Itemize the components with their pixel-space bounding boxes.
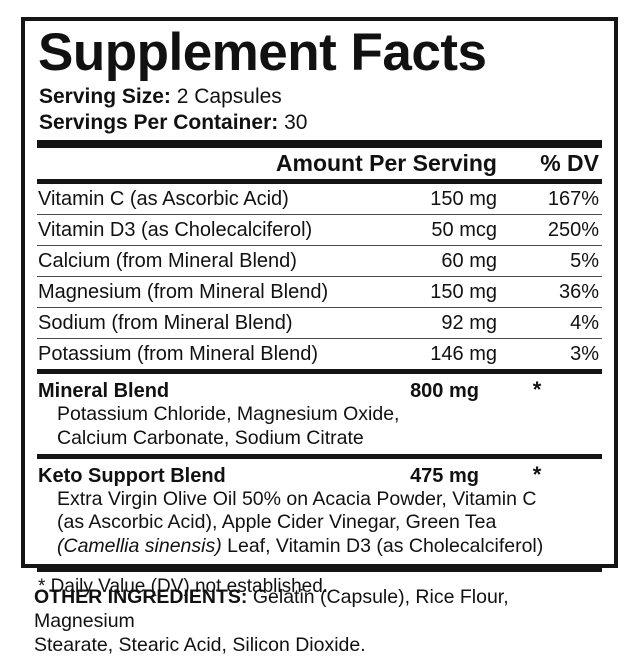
blend-amount: 475 mg [410,464,479,487]
blend-dv-asterisk: * [532,377,542,403]
table-header-row: Amount Per Serving % DV [36,148,603,179]
serving-info: Serving Size: 2 Capsules Servings Per Co… [39,84,603,135]
blend-header-row: Keto Support Blend 475 mg * [36,459,603,488]
blend-ingredient-line: Calcium Carbonate, Sodium Citrate [57,426,364,449]
blend-ingredient-line: Extra Virgin Olive Oil 50% on Acacia Pow… [57,487,537,510]
nutrient-amount: 150 mg [430,188,497,211]
table-row: Sodium (from Mineral Blend) 92 mg 4% [36,308,603,338]
blend-ingredient-list: Extra Virgin Olive Oil 50% on Acacia Pow… [36,488,603,562]
nutrient-name: Magnesium (from Mineral Blend) [38,282,329,303]
supplement-facts-label: Supplement Facts Serving Size: 2 Capsule… [21,17,618,656]
nutrient-name: Vitamin D3 (as Cholecalciferol) [38,220,313,241]
servings-per-container-line: Servings Per Container: 30 [39,110,603,136]
botanical-line-rest: Leaf, Vitamin D3 (as Cholecalciferol) [221,534,544,557]
column-header-percent-dv: % DV [540,150,599,177]
servings-per-container-value: 30 [284,110,308,134]
other-ingredients-label: OTHER INGREDIENTS: [34,586,248,608]
nutrient-rows: Vitamin C (as Ascorbic Acid) 150 mg 167%… [36,184,603,369]
nutrient-amount: 150 mg [430,281,497,304]
serving-size-line: Serving Size: 2 Capsules [39,84,603,110]
table-row: Potassium (from Mineral Blend) 146 mg 3% [36,339,603,369]
row-divider [37,276,602,278]
nutrient-dv: 250% [547,219,599,242]
nutrient-amount: 92 mg [441,312,497,335]
rule-above-keto-support-blend [37,453,602,459]
table-row: Magnesium (from Mineral Blend) 150 mg 36… [36,277,603,307]
blend-name: Mineral Blend [38,380,170,403]
rule-under-serving-info [37,140,602,149]
other-ingredients-value-line-2: Stearate, Stearic Acid, Silicon Dioxide. [34,633,366,656]
nutrient-dv: 3% [570,343,599,366]
rule-under-table-header [37,179,602,185]
blend-ingredient-line: Potassium Chloride, Magnesium Oxide, [57,403,400,426]
nutrient-dv: 4% [570,312,599,335]
nutrient-dv: 5% [570,250,599,273]
row-divider [37,307,602,309]
serving-size-label: Serving Size: [39,84,171,108]
nutrient-dv: 167% [547,188,599,211]
servings-per-container-label: Servings Per Container: [39,110,279,134]
nutrient-name: Calcium (from Mineral Blend) [38,251,297,272]
page-title: Supplement Facts [38,23,487,82]
column-header-amount-per-serving: Amount Per Serving [275,150,497,177]
serving-size-value: 2 Capsules [176,84,282,108]
nutrient-amount: 146 mg [430,343,497,366]
other-ingredients-value-line-1: Gelatin (Capsule), Rice Flour, Magnesium [34,586,509,632]
table-row: Vitamin C (as Ascorbic Acid) 150 mg 167% [36,184,603,214]
blend-name: Keto Support Blend [38,464,226,487]
botanical-name-italic: (Camellia sinensis) [57,534,222,557]
table-row: Calcium (from Mineral Blend) 60 mg 5% [36,246,603,276]
row-divider [37,245,602,247]
blend-amount: 800 mg [410,380,479,403]
supplement-facts-panel: Supplement Facts Serving Size: 2 Capsule… [21,17,618,597]
nutrient-amount: 50 mcg [431,219,497,242]
daily-value-footnote: * Daily Value (DV) not established. [38,576,329,598]
blend-ingredient-line: (as Ascorbic Acid), Apple Cider Vinegar,… [57,511,497,534]
blend-mineral-blend: Mineral Blend 800 mg * Potassium Chlorid… [36,374,603,454]
rule-above-footnote [37,564,602,573]
blend-header-row: Mineral Blend 800 mg * [36,374,603,403]
table-row: Vitamin D3 (as Cholecalciferol) 50 mcg 2… [36,215,603,245]
blend-ingredient-line-italic: (Camellia sinensis) Leaf, Vitamin D3 (as… [57,535,603,558]
row-divider [37,214,602,216]
blend-ingredient-list: Potassium Chloride, Magnesium Oxide, Cal… [36,403,603,454]
blend-keto-support-blend: Keto Support Blend 475 mg * Extra Virgin… [36,459,603,562]
nutrient-name: Sodium (from Mineral Blend) [38,313,293,334]
row-divider [37,338,602,340]
nutrient-dv: 36% [558,281,599,304]
nutrient-name: Vitamin C (as Ascorbic Acid) [38,189,289,210]
other-ingredients: OTHER INGREDIENTS: Gelatin (Capsule), Ri… [34,586,614,657]
rule-above-mineral-blend [37,369,602,375]
nutrient-amount: 60 mg [441,250,497,273]
blend-dv-asterisk: * [532,461,542,487]
nutrient-name: Potassium (from Mineral Blend) [38,344,319,365]
